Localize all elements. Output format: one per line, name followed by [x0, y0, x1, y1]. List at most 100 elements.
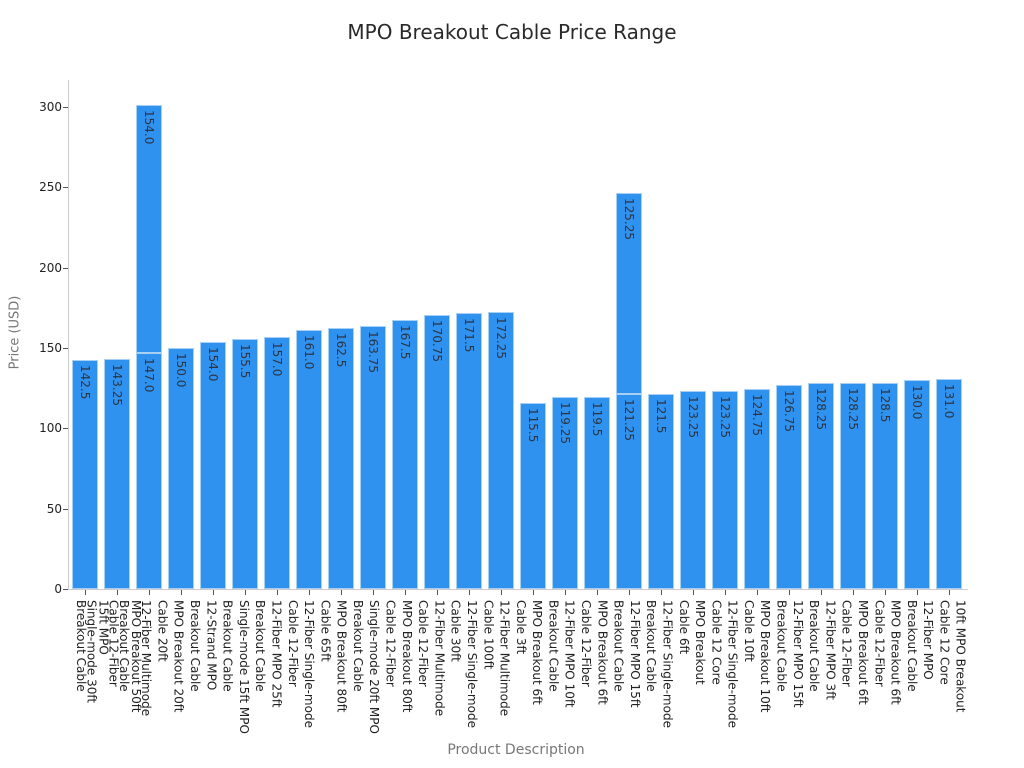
y-tick-label: 250	[39, 180, 62, 195]
x-tick-label: 12-Fiber Multimode	[432, 600, 447, 717]
bar-value-label: 167.5	[398, 324, 412, 360]
bar-value-label: 157.0	[270, 341, 284, 377]
bar-value-label: 154.0	[142, 110, 156, 145]
x-tick-label: 10ft MPO Breakout	[953, 600, 968, 713]
x-tick-mark	[373, 590, 374, 595]
x-tick-mark	[501, 590, 502, 595]
x-tick-mark	[725, 590, 726, 595]
x-tick-mark	[469, 590, 470, 595]
x-tick-label: MPO Breakout 20ft	[171, 600, 186, 713]
x-tick-mark	[309, 590, 310, 595]
bar: 119.5	[584, 397, 610, 589]
x-tick-label: 12-Fiber Multimode	[497, 600, 512, 717]
bar: 125.25	[616, 192, 642, 395]
x-tick-label: Breakout Cable	[904, 600, 919, 692]
x-tick-label: Breakout Cable	[188, 600, 203, 692]
x-tick-label: Breakout Cable	[611, 600, 626, 692]
x-tick-label: MPO Breakout 50ft Breakout Cable	[116, 600, 143, 713]
x-tick-label: Cable 6ft	[676, 600, 691, 655]
x-tick-label: Cable 12-Fiber	[872, 600, 887, 687]
bar-value-label: 142.5	[78, 365, 92, 400]
y-tick-mark	[63, 267, 68, 269]
bar-value-label: 170.75	[430, 319, 444, 362]
x-tick-label: Cable 12-Fiber	[285, 600, 300, 687]
y-tick-label: 150	[39, 341, 62, 355]
x-tick-label: Breakout Cable	[350, 600, 365, 692]
bar: 123.25	[680, 390, 706, 589]
bar-value-label: 123.25	[718, 395, 732, 438]
bar: 167.5	[392, 319, 418, 589]
bar-value-label: 121.25	[622, 399, 636, 442]
y-axis-line	[68, 80, 69, 590]
x-tick-label: Cable 12-Fiber	[383, 600, 398, 687]
bar-value-label: 172.25	[494, 317, 508, 360]
bar-value-label: 124.75	[750, 393, 764, 436]
bar-value-label: 119.5	[590, 402, 604, 437]
bar: 131.0	[936, 378, 962, 589]
x-tick-mark	[917, 590, 918, 595]
y-tick-label: 0	[54, 582, 62, 596]
bar-value-label: 121.5	[654, 398, 668, 434]
y-tick-mark	[63, 187, 68, 189]
x-tick-mark	[533, 590, 534, 595]
bar-value-label: 125.25	[622, 197, 636, 240]
x-tick-mark	[693, 590, 694, 595]
x-tick-label: 12-Fiber MPO 10ft	[562, 600, 577, 708]
x-tick-mark	[117, 590, 118, 595]
x-tick-mark	[757, 590, 758, 595]
x-tick-mark	[661, 590, 662, 595]
x-tick-label: Cable 10ft	[741, 600, 756, 662]
x-tick-label: Breakout Cable	[546, 600, 561, 692]
bar: 130.0	[904, 380, 930, 589]
x-tick-label: Cable 12 Core	[937, 600, 952, 685]
x-tick-label: Cable 100ft	[481, 600, 496, 670]
y-tick-mark	[63, 348, 68, 349]
x-tick-label: 12-Fiber MPO 15ft	[790, 600, 805, 708]
bar: 123.25	[712, 390, 738, 589]
x-tick-label: Cable 12-Fiber	[416, 600, 431, 687]
bar-value-label: 128.25	[846, 387, 860, 430]
y-tick-mark	[63, 508, 68, 510]
x-tick-label: Cable 12-Fiber	[106, 600, 121, 687]
bar: 157.0	[264, 336, 290, 589]
bar: 121.25	[616, 394, 642, 589]
x-tick-mark	[181, 590, 182, 595]
bar: 172.25	[488, 312, 514, 589]
x-tick-mark	[565, 590, 566, 595]
x-tick-label: Cable 30ft	[448, 600, 463, 662]
bar-value-label: 147.0	[142, 357, 156, 393]
bar-value-label: 128.25	[814, 387, 828, 430]
bar: 150.0	[168, 348, 194, 589]
bar-value-label: 162.5	[334, 332, 348, 368]
bar: 154.0	[136, 105, 162, 353]
x-tick-label: Cable 3ft	[513, 600, 528, 655]
x-tick-label: Cable 20ft	[155, 600, 170, 662]
x-tick-mark	[853, 590, 854, 595]
x-tick-label: Cable 65ft	[318, 600, 333, 662]
x-tick-mark	[405, 590, 406, 595]
x-tick-label: 12-Fiber Single-mode	[660, 600, 675, 728]
x-tick-label: MPO Breakout 10ft	[758, 600, 773, 713]
y-tick-mark	[63, 107, 68, 108]
bar: 115.5	[520, 403, 546, 589]
bar-value-label: 171.5	[462, 318, 476, 353]
bar: 126.75	[776, 385, 802, 589]
x-tick-label: Breakout Cable	[74, 600, 88, 692]
bar-value-label: 128.5	[878, 387, 892, 422]
x-tick-label: 12-Fiber MPO	[921, 600, 936, 680]
x-tick-mark	[213, 590, 214, 595]
bar-value-label: 161.0	[302, 335, 316, 370]
x-tick-mark	[437, 590, 438, 595]
y-tick-label: 300	[39, 100, 62, 114]
bar-value-label: 154.0	[206, 346, 220, 381]
bar: 155.5	[232, 339, 258, 589]
bar-value-label: 126.75	[782, 390, 796, 433]
x-tick-label: MPO Breakout 80ft	[334, 600, 349, 713]
bar-value-label: 115.5	[526, 408, 540, 443]
x-tick-label: MPO Breakout 6ft	[888, 600, 903, 705]
bar: 161.0	[296, 330, 322, 589]
bar-value-label: 163.75	[366, 330, 380, 373]
bar: 143.25	[104, 358, 130, 589]
x-tick-label: Breakout Cable	[644, 600, 659, 692]
bar-value-label: 130.0	[910, 385, 924, 420]
